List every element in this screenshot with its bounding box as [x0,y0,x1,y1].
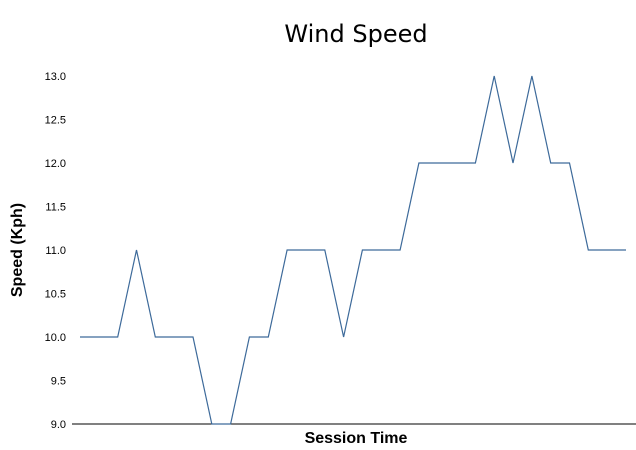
y-axis-label: Speed (Kph) [9,203,26,297]
y-tick-label: 13.0 [45,71,66,83]
chart-title: Wind Speed [284,20,427,48]
y-tick-label: 12.0 [45,158,66,170]
y-tick-labels: 9.0 9.5 10.0 10.5 11.0 11.5 12.0 12.5 13.0 [45,71,66,431]
y-tick-label: 9.5 [51,376,66,388]
y-tick-label: 11.0 [45,245,66,257]
y-tick-label: 12.5 [45,115,66,127]
y-tick-label: 10.0 [45,332,66,344]
y-tick-label: 11.5 [45,202,66,214]
series-line-wind-speed [80,75,626,425]
y-tick-label: 10.5 [45,289,66,301]
x-axis-label: Session Time [305,430,408,447]
y-tick-label: 9.0 [51,419,66,431]
